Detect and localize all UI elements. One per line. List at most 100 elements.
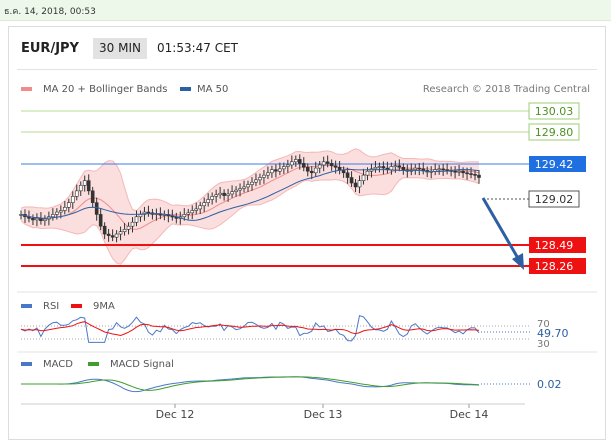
- candle: [106, 233, 111, 236]
- legend-9ma-swatch: [71, 304, 82, 308]
- candle: [250, 181, 254, 185]
- legend-bb-swatch: [21, 87, 32, 91]
- candle: [39, 218, 43, 221]
- rsi-value: 49.70: [537, 327, 569, 340]
- bollinger-upper-line: [20, 148, 480, 212]
- macd-line: [21, 376, 480, 393]
- macd-signal-line: [21, 376, 480, 391]
- rsi-level-70: 70: [537, 319, 550, 330]
- currency-pair: EUR/JPY: [21, 41, 79, 56]
- candle: [286, 164, 290, 167]
- candle: [305, 166, 310, 172]
- x-axis-ticks: Dec 12 Dec 13 Dec 14: [156, 404, 488, 421]
- timestamp-bar: ธ.ค. 14, 2018, 00:53: [0, 0, 611, 21]
- candle: [417, 167, 422, 170]
- legend-macd-label: MACD: [43, 359, 73, 370]
- candle: [293, 159, 298, 163]
- candle: [477, 174, 481, 178]
- candle: [457, 170, 461, 173]
- candle: [473, 174, 477, 176]
- candle: [182, 214, 187, 218]
- research-credit: Research © 2018 Trading Central: [423, 84, 590, 95]
- candle: [51, 214, 55, 218]
- candle: [130, 221, 135, 227]
- x-tick-label: Dec 13: [304, 408, 343, 421]
- candle: [114, 233, 119, 238]
- candle: [86, 180, 91, 192]
- candle: [110, 235, 115, 238]
- legend-rsi-swatch: [21, 304, 32, 308]
- candle: [313, 167, 318, 174]
- candle: [43, 218, 47, 221]
- candle: [242, 186, 246, 189]
- candle: [270, 169, 274, 174]
- candle: [59, 210, 63, 213]
- candle: [266, 172, 270, 176]
- candle: [309, 170, 314, 174]
- bollinger-lower-line: [20, 177, 480, 265]
- candle: [190, 210, 195, 214]
- level-label-129-02: 129.02: [535, 193, 574, 206]
- level-box-130-03: [528, 102, 580, 120]
- candle: [198, 205, 203, 210]
- chart-time: 01:53:47 CET: [157, 41, 238, 55]
- candle: [317, 164, 322, 169]
- candle: [373, 166, 378, 170]
- candle: [421, 168, 426, 171]
- candle: [465, 172, 469, 175]
- candle: [469, 173, 473, 175]
- candle: [437, 168, 441, 171]
- level-label-129-80: 129.80: [535, 126, 574, 139]
- forecast-arrow-shaft: [481, 197, 521, 261]
- candle: [230, 191, 234, 195]
- candle: [397, 165, 402, 168]
- candle: [214, 194, 218, 197]
- candle: [126, 225, 131, 230]
- candle: [63, 207, 67, 211]
- timestamp: ธ.ค. 14, 2018, 00:53: [4, 7, 96, 17]
- candle: [74, 190, 79, 197]
- candle: [282, 166, 286, 170]
- candle: [262, 174, 266, 178]
- ma50-line: [20, 168, 480, 221]
- candle: [278, 168, 282, 172]
- candle: [393, 165, 398, 168]
- candle: [31, 218, 35, 221]
- candle: [290, 161, 294, 166]
- macd-value: 0.02: [537, 378, 562, 391]
- candle: [118, 231, 123, 235]
- x-tick-label: Dec 12: [156, 408, 195, 421]
- candle: [98, 214, 103, 227]
- candle: [35, 218, 39, 221]
- timeframe-badge[interactable]: 30 MIN: [93, 38, 147, 59]
- candle: [90, 190, 95, 203]
- candle: [202, 202, 206, 207]
- level-box-128-26: [529, 258, 586, 274]
- legend-macd-signal-label: MACD Signal: [110, 359, 174, 370]
- candle: [357, 180, 362, 188]
- candle: [102, 225, 107, 235]
- rsi-level-30: 30: [537, 339, 550, 350]
- candle: [329, 163, 334, 167]
- candle: [246, 184, 250, 188]
- candle: [321, 161, 326, 166]
- chart-header: EUR/JPY 30 MIN 01:53:47 CET: [9, 27, 605, 71]
- candle: [297, 159, 302, 164]
- candle: [349, 177, 354, 184]
- candle: [365, 170, 370, 176]
- candle: [453, 170, 457, 173]
- candle: [218, 192, 222, 196]
- legend-macd-signal-swatch: [88, 362, 99, 366]
- candle: [70, 196, 75, 203]
- candle: [134, 216, 139, 223]
- candle: [234, 189, 238, 192]
- level-box-129-42: [529, 156, 586, 172]
- legend-ma50-label: MA 50: [197, 84, 228, 95]
- bollinger-band-fill: [21, 148, 479, 265]
- candle: [361, 174, 366, 181]
- candle: [389, 166, 394, 170]
- candle: [381, 166, 386, 169]
- rsi-ma-line: [20, 321, 480, 337]
- candle: [66, 202, 71, 208]
- rsi-line: [20, 314, 480, 343]
